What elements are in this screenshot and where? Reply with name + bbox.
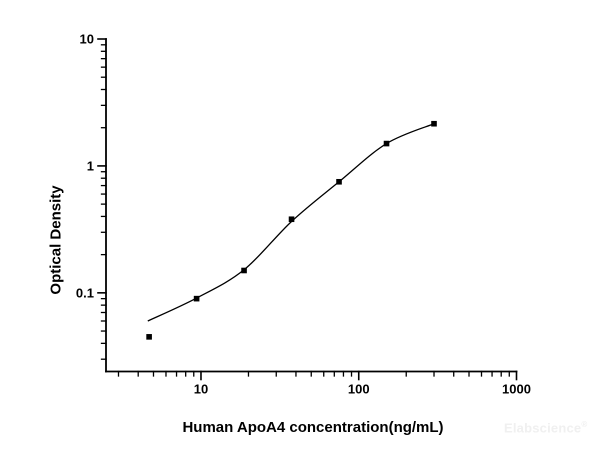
y-tick-label: 0.1 <box>76 285 94 300</box>
y-axis-title: Optical Density <box>47 185 65 295</box>
data-point-marker <box>431 120 437 127</box>
data-point-marker <box>383 140 390 147</box>
x-tick-label: 10 <box>194 382 208 397</box>
fit-curve <box>147 123 435 322</box>
watermark-text: Elabscience <box>504 420 582 436</box>
data-point-marker <box>146 334 152 340</box>
data-point-marker <box>288 216 295 223</box>
registered-trademark-icon: ® <box>581 420 588 429</box>
data-point-marker <box>193 295 200 302</box>
data-point-marker <box>241 267 247 274</box>
data-point-marker <box>336 178 342 185</box>
x-tick-label: 1000 <box>502 382 531 397</box>
y-tick-label: 10 <box>80 32 94 47</box>
y-tick-label: 1 <box>87 158 94 173</box>
elabscience-watermark: Elabscience® <box>504 420 587 435</box>
x-tick-label: 100 <box>348 382 370 397</box>
x-axis-title: Human ApoA4 concentration(ng/mL) <box>182 419 444 436</box>
